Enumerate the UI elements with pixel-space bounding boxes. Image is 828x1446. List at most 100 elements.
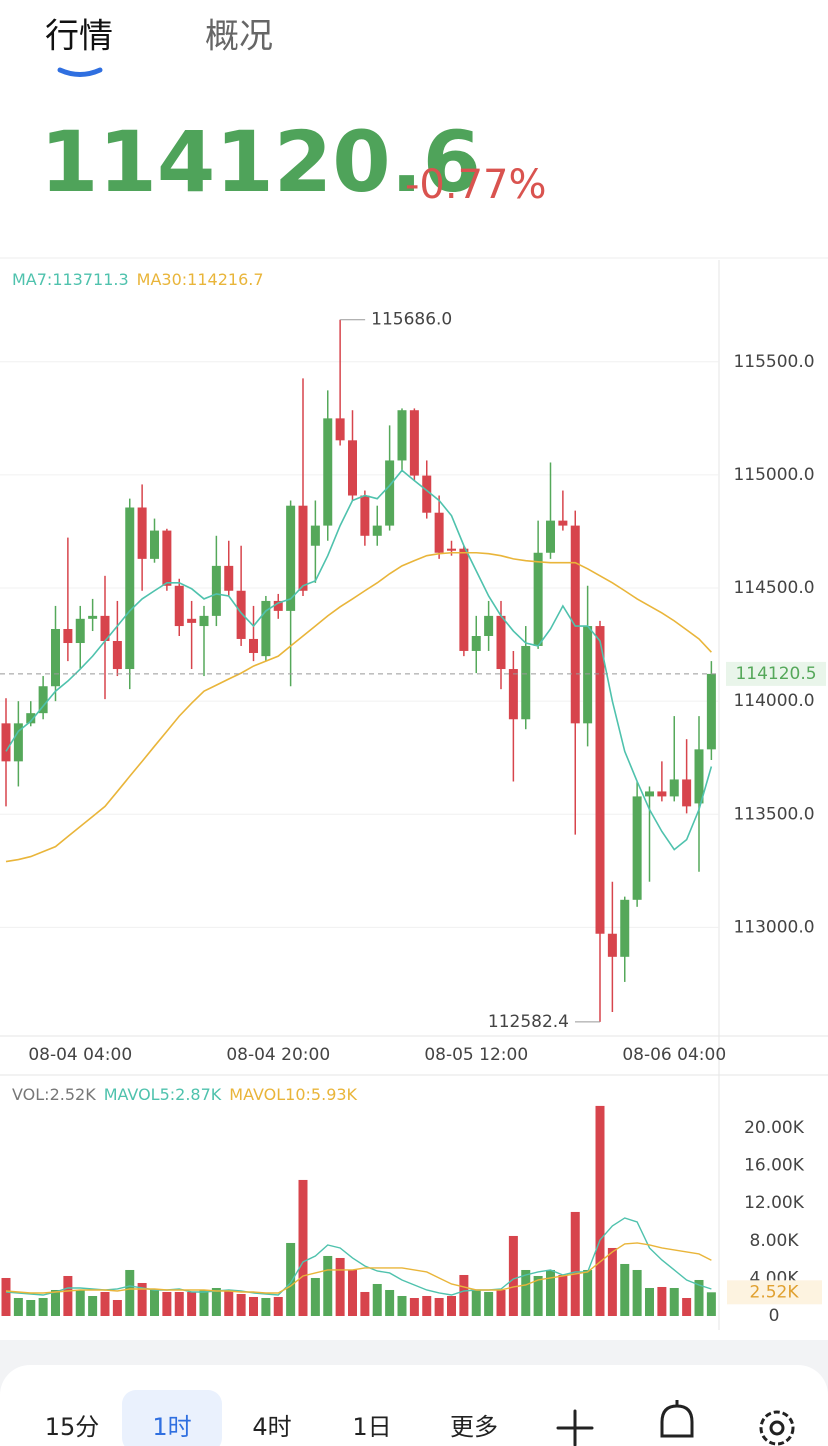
candle-body [546, 520, 555, 553]
volume-bar [360, 1291, 370, 1316]
candle-body [447, 548, 456, 551]
candle-body [187, 618, 197, 623]
volume-bar [187, 1291, 197, 1316]
volume-bar [348, 1269, 357, 1316]
mavol-line [5, 1217, 712, 1296]
interval-button[interactable]: 1时 [152, 1413, 191, 1441]
volume-bar [422, 1295, 432, 1316]
volume-bar [694, 1279, 704, 1316]
candle-body [273, 600, 283, 611]
volume-bar [63, 1275, 73, 1316]
legend: VOL:2.52K MAVOL5:2.87K MAVOL10:5.93K [12, 1085, 358, 1104]
candle-body [286, 505, 296, 611]
volume-bar [298, 1179, 308, 1316]
legend-entry: MAVOL5:2.87K [104, 1085, 222, 1104]
volume-bar [546, 1269, 555, 1316]
y-tick-label: 115500.0 [733, 352, 814, 372]
annotation: 112582.4 [488, 1012, 569, 1032]
volume-bar [323, 1255, 333, 1316]
volume-bar [261, 1297, 271, 1316]
volume-bar [558, 1274, 568, 1316]
legend-entry: MA30:114216.7 [137, 270, 264, 289]
volume-bar [645, 1287, 654, 1316]
volume-bar [459, 1274, 469, 1316]
x-tick-label: 08-05 12:00 [424, 1045, 528, 1065]
candle-body [174, 585, 184, 627]
candle-body [409, 410, 419, 476]
volume-bar [26, 1299, 36, 1316]
y-tick-label: 114500.0 [733, 578, 814, 598]
volume-bar [88, 1295, 98, 1316]
tab[interactable]: 行情 [45, 17, 113, 57]
candle-body [706, 673, 716, 750]
mavol-line [5, 1242, 712, 1294]
volume-bar [620, 1263, 630, 1316]
candle-body [657, 791, 667, 797]
volume-bar [75, 1289, 85, 1316]
candle-body [669, 779, 679, 797]
candle-body [533, 552, 543, 646]
volume-bar [496, 1289, 506, 1316]
more-button[interactable]: 更多 [450, 1413, 498, 1441]
y-tick-label: 20.00K [744, 1118, 805, 1138]
candle-body [496, 615, 506, 670]
price-chart: 113000.0 113500.0 114000.0 114500.0 115000.0… [0, 270, 826, 1065]
interval-button[interactable]: 4时 [252, 1413, 291, 1441]
interval-button[interactable]: 15分 [45, 1413, 100, 1441]
candle-body [558, 520, 568, 526]
add-icon[interactable] [556, 1409, 594, 1446]
candle-body [236, 590, 246, 639]
candle-body [112, 640, 122, 670]
volume-bar [224, 1289, 234, 1316]
settings-icon[interactable] [759, 1410, 795, 1446]
volume-bar [595, 1105, 605, 1316]
candle-body [682, 779, 692, 807]
alert-icon[interactable] [660, 1400, 694, 1438]
x-tick-label: 08-04 20:00 [226, 1045, 330, 1065]
candle-body [51, 628, 60, 687]
volume-bar [508, 1235, 518, 1316]
last-price-box [726, 661, 826, 686]
volume-bar [434, 1297, 444, 1316]
last-volume-label: 2.52K [750, 1282, 800, 1302]
candle-body [298, 505, 308, 591]
candle-body [1, 723, 11, 762]
volume-bar [372, 1283, 382, 1316]
tab[interactable]: 概况 [205, 17, 273, 57]
active-interval [122, 1390, 222, 1446]
volume-bar [310, 1277, 320, 1316]
volume-bar [397, 1295, 407, 1316]
candle-body [261, 600, 271, 657]
legend-entry: MA7:113711.3 [12, 270, 129, 289]
volume-bar [273, 1296, 283, 1316]
volume-bar [112, 1299, 122, 1316]
candle-body [360, 495, 370, 536]
candle-body [75, 618, 85, 644]
volume-bar [236, 1293, 246, 1316]
candle-body [224, 565, 234, 591]
candle-body [471, 636, 481, 651]
candle-body [422, 475, 432, 513]
x-tick-label: 08-04 04:00 [28, 1045, 132, 1065]
volume-bar [125, 1269, 135, 1316]
candle-body [100, 615, 110, 641]
volume-bar [211, 1287, 221, 1316]
candle-body [211, 565, 221, 616]
candle-body [249, 638, 258, 653]
volume-bar [409, 1297, 419, 1316]
price: 114120.6 [40, 113, 481, 211]
candle-body [694, 749, 704, 804]
y-tick-label: 16.00K [744, 1156, 805, 1176]
interval-button[interactable]: 1日 [352, 1413, 391, 1441]
candle-body [508, 669, 518, 720]
candle-body [620, 899, 630, 957]
candle-body [632, 796, 642, 900]
candle-body [645, 791, 654, 797]
volume-bar [100, 1291, 110, 1316]
candle-body [595, 626, 605, 934]
volume-bar [657, 1286, 667, 1316]
volume-bar [335, 1257, 345, 1316]
volume-bar [471, 1289, 481, 1316]
tab-underline [57, 67, 103, 77]
